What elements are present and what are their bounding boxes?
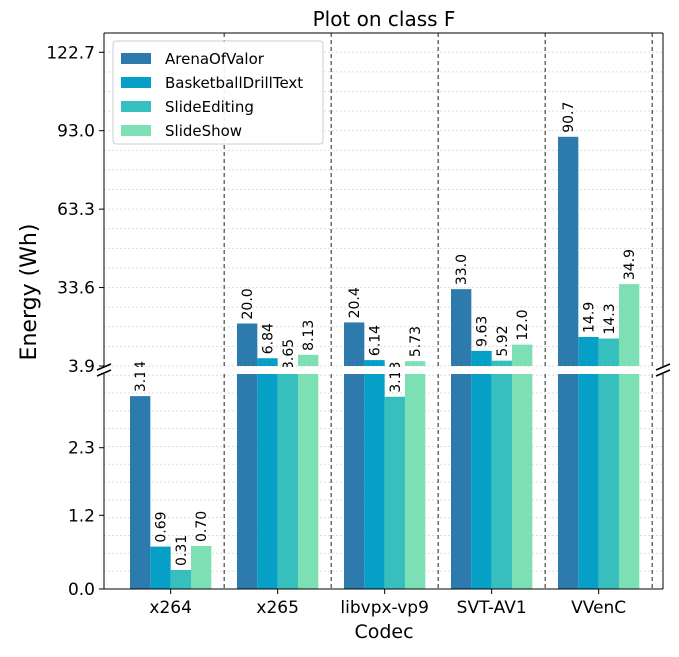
y-tick-label: 122.7 bbox=[46, 43, 95, 63]
bar-BasketballDrillText-SVT-AV1-upper bbox=[471, 350, 492, 366]
bar-SlideShow-SVT-AV1-lower bbox=[511, 374, 533, 589]
bar-SlideEditing-VVenC-lower bbox=[598, 374, 619, 589]
bar-value-label: 20.4 bbox=[347, 287, 363, 318]
bar-SlideShow-x264-lower bbox=[190, 546, 212, 589]
bar-value-label: 20.0 bbox=[240, 288, 256, 319]
bar-value-label: 14.3 bbox=[602, 303, 618, 334]
x-tick-label: x265 bbox=[256, 598, 299, 618]
bar-value-label: 9.63 bbox=[474, 316, 490, 347]
legend-box bbox=[112, 40, 324, 145]
bar-SlideShow-x265-lower bbox=[297, 374, 319, 589]
x-tick-label: x264 bbox=[149, 598, 192, 618]
bar-BasketballDrillText-libvpx-vp9-lower bbox=[364, 374, 385, 589]
legend-swatch bbox=[121, 53, 151, 64]
bar-value-label: 14.9 bbox=[581, 302, 597, 333]
bar-value-label: 8.13 bbox=[301, 320, 317, 351]
bar-SlideShow-VVenC-lower bbox=[618, 374, 640, 589]
bar-BasketballDrillText-x265-upper bbox=[257, 358, 278, 366]
axis-break-mark bbox=[655, 369, 671, 377]
bar-ArenaOfValor-libvpx-vp9-upper bbox=[344, 322, 365, 366]
y-tick-label: 2.3 bbox=[68, 439, 95, 459]
bar-value-label: 6.14 bbox=[367, 325, 383, 356]
bar-SlideEditing-SVT-AV1-upper bbox=[491, 360, 512, 366]
y-tick-label: 3.9 bbox=[68, 357, 95, 377]
y-tick-label: 0.0 bbox=[68, 580, 95, 600]
bar-BasketballDrillText-VVenC-upper bbox=[578, 336, 599, 366]
chart-title: Plot on class F bbox=[313, 7, 456, 31]
bar-value-label: 12.0 bbox=[515, 309, 531, 340]
bar-ArenaOfValor-libvpx-vp9-lower bbox=[344, 374, 365, 589]
bar-value-label: 5.73 bbox=[408, 326, 424, 357]
bar-SlideEditing-VVenC-upper bbox=[598, 338, 619, 366]
bar-value-label: 90.7 bbox=[561, 102, 577, 133]
bar-ArenaOfValor-x265-lower bbox=[237, 374, 258, 589]
bar-ArenaOfValor-VVenC-lower bbox=[558, 374, 579, 589]
legend-label: BasketballDrillText bbox=[165, 74, 303, 92]
bar-value-label: 3.14 bbox=[133, 361, 149, 392]
legend-swatch bbox=[121, 77, 151, 88]
legend: ArenaOfValor BasketballDrillText SlideEdit… bbox=[112, 40, 324, 145]
bar-value-label: 0.70 bbox=[194, 511, 210, 542]
bar-BasketballDrillText-libvpx-vp9-upper bbox=[364, 360, 385, 366]
legend-swatch bbox=[121, 101, 151, 112]
bar-ArenaOfValor-x265-upper bbox=[237, 323, 258, 366]
axis-break-mark bbox=[96, 369, 112, 377]
bar-value-label: 3.65 bbox=[281, 339, 297, 370]
legend-label: ArenaOfValor bbox=[165, 50, 265, 68]
axis-break-mark bbox=[655, 363, 671, 371]
bar-ArenaOfValor-SVT-AV1-lower bbox=[451, 374, 472, 589]
bar-SlideEditing-SVT-AV1-lower bbox=[491, 374, 512, 589]
bar-BasketballDrillText-x264-lower bbox=[150, 546, 171, 589]
y-tick-label: 1.2 bbox=[68, 506, 95, 526]
bar-BasketballDrillText-x265-lower bbox=[257, 374, 278, 589]
bar-value-label: 3.13 bbox=[388, 362, 404, 393]
bar-SlideShow-SVT-AV1-upper bbox=[511, 344, 533, 366]
bar-ArenaOfValor-VVenC-upper bbox=[558, 136, 579, 366]
bar-BasketballDrillText-VVenC-lower bbox=[578, 374, 599, 589]
legend-label: SlideShow bbox=[165, 122, 242, 140]
bar-BasketballDrillText-SVT-AV1-lower bbox=[471, 374, 492, 589]
bar-SlideEditing-x265-lower bbox=[277, 374, 298, 589]
bar-SlideShow-libvpx-vp9-upper bbox=[404, 361, 426, 366]
legend-label: SlideEditing bbox=[165, 98, 254, 116]
bar-value-label: 0.31 bbox=[174, 535, 190, 566]
axis-break-mark bbox=[96, 363, 112, 371]
y-axis-label: Energy (Wh) bbox=[17, 224, 42, 361]
bar-value-label: 5.92 bbox=[495, 325, 511, 356]
bar-SlideEditing-libvpx-vp9-lower bbox=[384, 396, 405, 589]
x-tick-label: SVT-AV1 bbox=[457, 598, 527, 618]
bar-ArenaOfValor-x264-lower bbox=[130, 396, 151, 589]
x-axis-label: Codec bbox=[354, 621, 413, 643]
bar-SlideShow-VVenC-upper bbox=[618, 284, 640, 366]
x-tick-label: VVenC bbox=[571, 598, 626, 618]
legend-swatch bbox=[121, 125, 151, 136]
bar-value-label: 33.0 bbox=[454, 254, 470, 285]
y-tick-label: 33.6 bbox=[57, 279, 95, 299]
bar-value-label: 6.84 bbox=[260, 323, 276, 354]
bar-value-label: 34.9 bbox=[622, 249, 638, 280]
y-tick-label: 93.0 bbox=[57, 122, 95, 142]
x-tick-label: libvpx-vp9 bbox=[340, 598, 429, 618]
bar-ArenaOfValor-SVT-AV1-upper bbox=[451, 289, 472, 366]
bar-SlideEditing-x264-lower bbox=[170, 569, 191, 589]
bar-SlideShow-libvpx-vp9-lower bbox=[404, 374, 426, 589]
y-tick-label: 63.3 bbox=[57, 200, 95, 220]
axis-break-gap bbox=[103, 367, 664, 373]
bar-SlideShow-x265-upper bbox=[297, 354, 319, 366]
bar-value-label: 0.69 bbox=[153, 511, 169, 542]
